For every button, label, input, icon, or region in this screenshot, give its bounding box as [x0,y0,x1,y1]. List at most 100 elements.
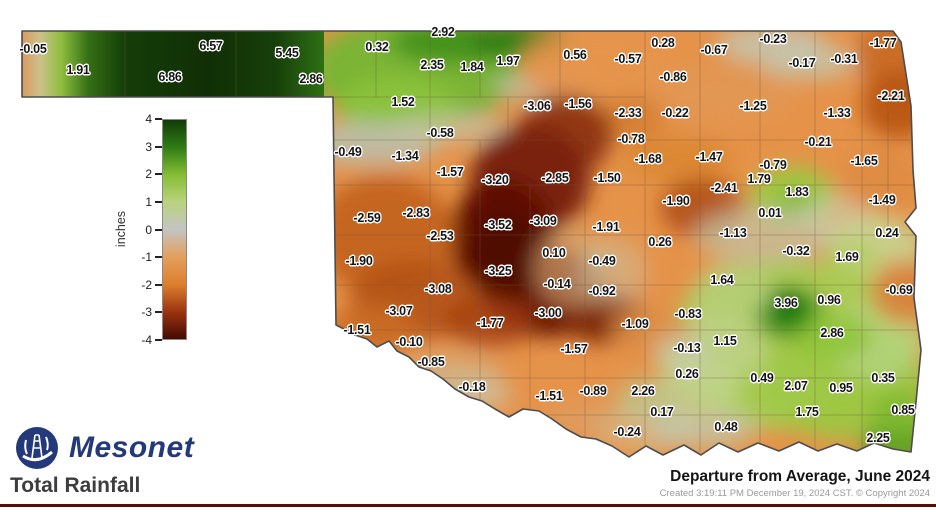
colorbar-tick-mark [155,228,162,231]
mesonet-logo[interactable]: Mesonet [13,424,194,472]
station-value: 6.57 [199,39,223,53]
station-value: -1.47 [695,150,723,164]
station-value: 0.24 [875,226,899,240]
station-value: 2.26 [631,384,655,398]
station-value: -0.21 [804,135,832,149]
colorbar-tick-mark [155,145,162,148]
station-value: 2.35 [420,58,444,72]
colorbar-tick-mark [155,283,162,286]
station-value: -1.68 [634,152,662,166]
station-value: -1.57 [560,342,588,356]
station-value: -0.92 [588,284,616,298]
colorbar-gradient [162,119,187,340]
station-value: 0.95 [829,381,853,395]
station-value: 1.52 [391,95,415,109]
colorbar-tick-label: -1 [141,250,152,265]
station-value: -0.32 [782,244,810,258]
station-value: -1.34 [391,149,419,163]
station-value: 5.45 [275,46,299,60]
station-value: -3.00 [534,306,562,320]
station-value: -0.78 [617,132,645,146]
station-value: -0.67 [700,43,728,57]
station-value: -0.22 [661,106,689,120]
product-title: Total Rainfall [10,474,141,497]
colorbar-tick-label: 3 [145,139,152,154]
station-value: -0.31 [830,52,858,66]
station-value: 0.17 [650,405,674,419]
station-value: -0.58 [426,126,454,140]
station-value: -1.56 [564,97,592,111]
station-value: 1.75 [795,405,819,419]
colorbar-tick-label: -3 [141,305,152,320]
mesonet-logo-icon [16,427,58,469]
created-timestamp: Created 3:19:11 PM December 19, 2024 CST… [659,488,930,499]
station-value: 1.69 [835,250,859,264]
color-field [22,31,921,457]
station-value: -1.57 [436,165,464,179]
station-value: -0.69 [885,283,913,297]
station-value: -1.50 [593,171,621,185]
station-value: 2.25 [866,431,890,445]
station-value: -2.83 [402,206,430,220]
station-value: 0.96 [817,293,841,307]
station-value: 2.86 [820,326,844,340]
station-value: -3.52 [484,218,512,232]
station-value: -2.53 [426,229,454,243]
state-border [21,30,922,458]
station-value: -1.91 [592,220,620,234]
station-value: -1.90 [345,254,373,268]
station-value: 0.35 [871,371,895,385]
colorbar-tick-mark [155,200,162,203]
station-value: 0.48 [714,420,738,434]
station-value: -1.13 [719,226,747,240]
station-value: 0.10 [542,246,566,260]
station-value: 2.86 [299,72,323,86]
station-value: -0.23 [759,32,787,46]
colorbar-tick-mark [155,173,162,176]
colorbar-tick-label: 1 [145,194,152,209]
station-value: -1.65 [850,154,878,168]
station-value: -0.17 [788,56,816,70]
colorbar-unit-label: inches [114,210,128,248]
station-value: 0.26 [675,367,699,381]
station-value: 0.28 [651,36,675,50]
station-value: -1.09 [621,317,649,331]
station-value: -0.89 [579,384,607,398]
bottom-accent-bar [0,504,936,507]
station-value: -0.24 [613,425,641,439]
station-value: -0.57 [614,52,642,66]
station-value: 1.91 [66,63,90,77]
station-value: 0.56 [563,48,587,62]
station-value: 6.86 [158,70,182,84]
station-value: -2.85 [541,171,569,185]
station-value: -2.59 [353,211,381,225]
station-value: 1.83 [785,185,809,199]
colorbar-tick-label: 0 [145,222,152,237]
colorbar-tick-mark [155,118,162,120]
station-value: -1.77 [476,316,504,330]
colorbar-tick-mark [155,311,162,314]
colorbar-tick-mark [155,256,162,259]
station-value: -0.13 [673,341,701,355]
map-title: Departure from Average, June 2024 [670,468,930,485]
station-value: 0.26 [648,235,672,249]
station-value: -3.20 [481,173,509,187]
station-value: -0.85 [417,355,445,369]
station-value: -0.10 [395,335,423,349]
station-value: -3.09 [529,214,557,228]
station-value: -0.79 [759,158,787,172]
station-value: -1.51 [535,389,563,403]
station-value: -0.86 [659,70,687,84]
station-value: -1.33 [823,106,851,120]
station-value: 0.49 [750,371,774,385]
station-value: -3.25 [484,264,512,278]
station-value: -1.77 [869,36,897,50]
colorbar-tick-label: 2 [145,167,152,182]
station-value: 0.32 [365,40,389,54]
station-value: -0.14 [543,277,571,291]
station-value: -0.49 [334,145,362,159]
station-value: 0.85 [891,403,915,417]
mesonet-logo-text: Mesonet [69,431,195,464]
